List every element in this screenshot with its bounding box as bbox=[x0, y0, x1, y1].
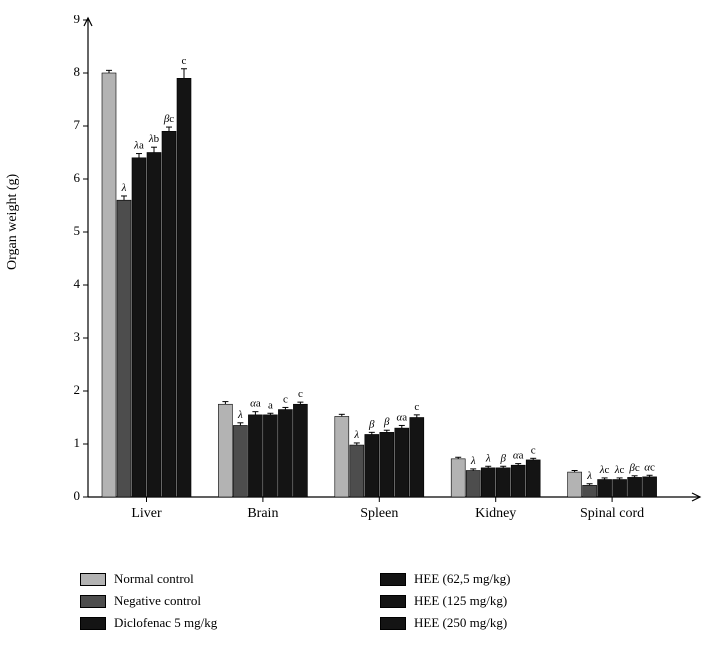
legend-item: HEE (125 mg/kg) bbox=[380, 590, 510, 612]
bar-annotation: λb bbox=[148, 133, 160, 145]
bar bbox=[218, 404, 232, 497]
bar bbox=[248, 415, 262, 497]
bar-annotation: λ bbox=[586, 470, 592, 482]
plot-area: 0123456789λλaλbβccLiverλαaaccBrainλββαac… bbox=[70, 15, 710, 525]
bar bbox=[233, 425, 247, 497]
bar bbox=[481, 468, 495, 497]
category-label: Spinal cord bbox=[580, 506, 644, 521]
bar-annotation: β bbox=[499, 452, 506, 464]
bar bbox=[526, 460, 540, 497]
bar-annotation: λc bbox=[599, 464, 610, 476]
y-axis-title: Organ weight (g) bbox=[5, 174, 21, 270]
legend-swatch bbox=[380, 617, 406, 630]
legend-label: HEE (250 mg/kg) bbox=[414, 615, 507, 631]
bar bbox=[350, 445, 364, 497]
bar bbox=[568, 472, 582, 497]
y-tick-label: 1 bbox=[74, 435, 81, 450]
bar-annotation: λc bbox=[614, 464, 625, 476]
bar bbox=[598, 480, 612, 497]
bar bbox=[293, 404, 307, 497]
legend-swatch bbox=[80, 573, 106, 586]
bar bbox=[511, 465, 525, 497]
bar-annotation: βc bbox=[628, 462, 639, 474]
bar-annotation: a bbox=[268, 399, 273, 411]
legend-item: Normal control bbox=[80, 568, 217, 590]
bar-annotation: c bbox=[414, 401, 419, 413]
legend-label: Negative control bbox=[114, 593, 201, 609]
bar-annotation: β bbox=[368, 418, 375, 430]
bar bbox=[410, 418, 424, 498]
legend-swatch bbox=[80, 595, 106, 608]
bar bbox=[496, 468, 510, 497]
bar bbox=[147, 153, 161, 498]
bar bbox=[365, 434, 379, 497]
bar bbox=[613, 480, 627, 497]
legend-label: Diclofenac 5 mg/kg bbox=[114, 615, 217, 631]
y-tick-label: 3 bbox=[74, 329, 81, 344]
bar bbox=[643, 477, 657, 497]
bar bbox=[162, 131, 176, 497]
legend-label: HEE (62,5 mg/kg) bbox=[414, 571, 510, 587]
bar-annotation: λ bbox=[353, 429, 359, 441]
bar bbox=[466, 471, 480, 498]
y-tick-label: 7 bbox=[74, 117, 81, 132]
bar-annotation: λa bbox=[133, 140, 144, 152]
legend-item: HEE (62,5 mg/kg) bbox=[380, 568, 510, 590]
legend-swatch bbox=[380, 595, 406, 608]
bar-annotation: λ bbox=[485, 452, 491, 464]
bar-annotation: c bbox=[283, 393, 288, 405]
bar bbox=[177, 78, 191, 497]
chart-container: Organ weight (g) 0123456789λλaλbβccLiver… bbox=[0, 0, 727, 649]
bar-annotation: αa bbox=[396, 411, 407, 423]
bar bbox=[583, 485, 597, 497]
bar bbox=[395, 428, 409, 497]
bar-annotation: λ bbox=[470, 455, 476, 467]
bar-annotation: αa bbox=[250, 398, 261, 410]
y-tick-label: 2 bbox=[74, 382, 81, 397]
bar-annotation: αa bbox=[513, 450, 524, 462]
bar bbox=[263, 415, 277, 497]
bar-annotation: αc bbox=[644, 461, 655, 473]
bar-annotation: β bbox=[383, 416, 390, 428]
legend-label: HEE (125 mg/kg) bbox=[414, 593, 507, 609]
category-label: Liver bbox=[131, 506, 162, 521]
legend-item: Negative control bbox=[80, 590, 217, 612]
bar-annotation: c bbox=[182, 55, 187, 67]
y-tick-label: 6 bbox=[74, 170, 81, 185]
y-tick-label: 0 bbox=[74, 488, 81, 503]
bar-annotation: λ bbox=[237, 409, 243, 421]
bar bbox=[380, 432, 394, 497]
bar bbox=[102, 73, 116, 497]
bar bbox=[628, 477, 642, 497]
category-label: Brain bbox=[247, 506, 278, 521]
y-tick-label: 5 bbox=[74, 223, 81, 238]
bar-annotation: βc bbox=[163, 113, 174, 125]
bar bbox=[132, 158, 146, 497]
legend-item: HEE (250 mg/kg) bbox=[380, 612, 510, 634]
bar-annotation: c bbox=[531, 444, 536, 456]
legend-label: Normal control bbox=[114, 571, 194, 587]
bar bbox=[451, 459, 465, 497]
category-label: Spleen bbox=[360, 506, 398, 521]
bar-annotation: c bbox=[298, 388, 303, 400]
bar-annotation: λ bbox=[121, 182, 127, 194]
bar bbox=[335, 416, 349, 497]
y-tick-label: 4 bbox=[74, 276, 81, 291]
legend-swatch bbox=[80, 617, 106, 630]
y-tick-label: 9 bbox=[74, 15, 81, 26]
legend-swatch bbox=[380, 573, 406, 586]
bar bbox=[278, 410, 292, 497]
y-tick-label: 8 bbox=[74, 64, 81, 79]
legend-item: Diclofenac 5 mg/kg bbox=[80, 612, 217, 634]
category-label: Kidney bbox=[475, 506, 516, 521]
bar bbox=[117, 200, 131, 497]
